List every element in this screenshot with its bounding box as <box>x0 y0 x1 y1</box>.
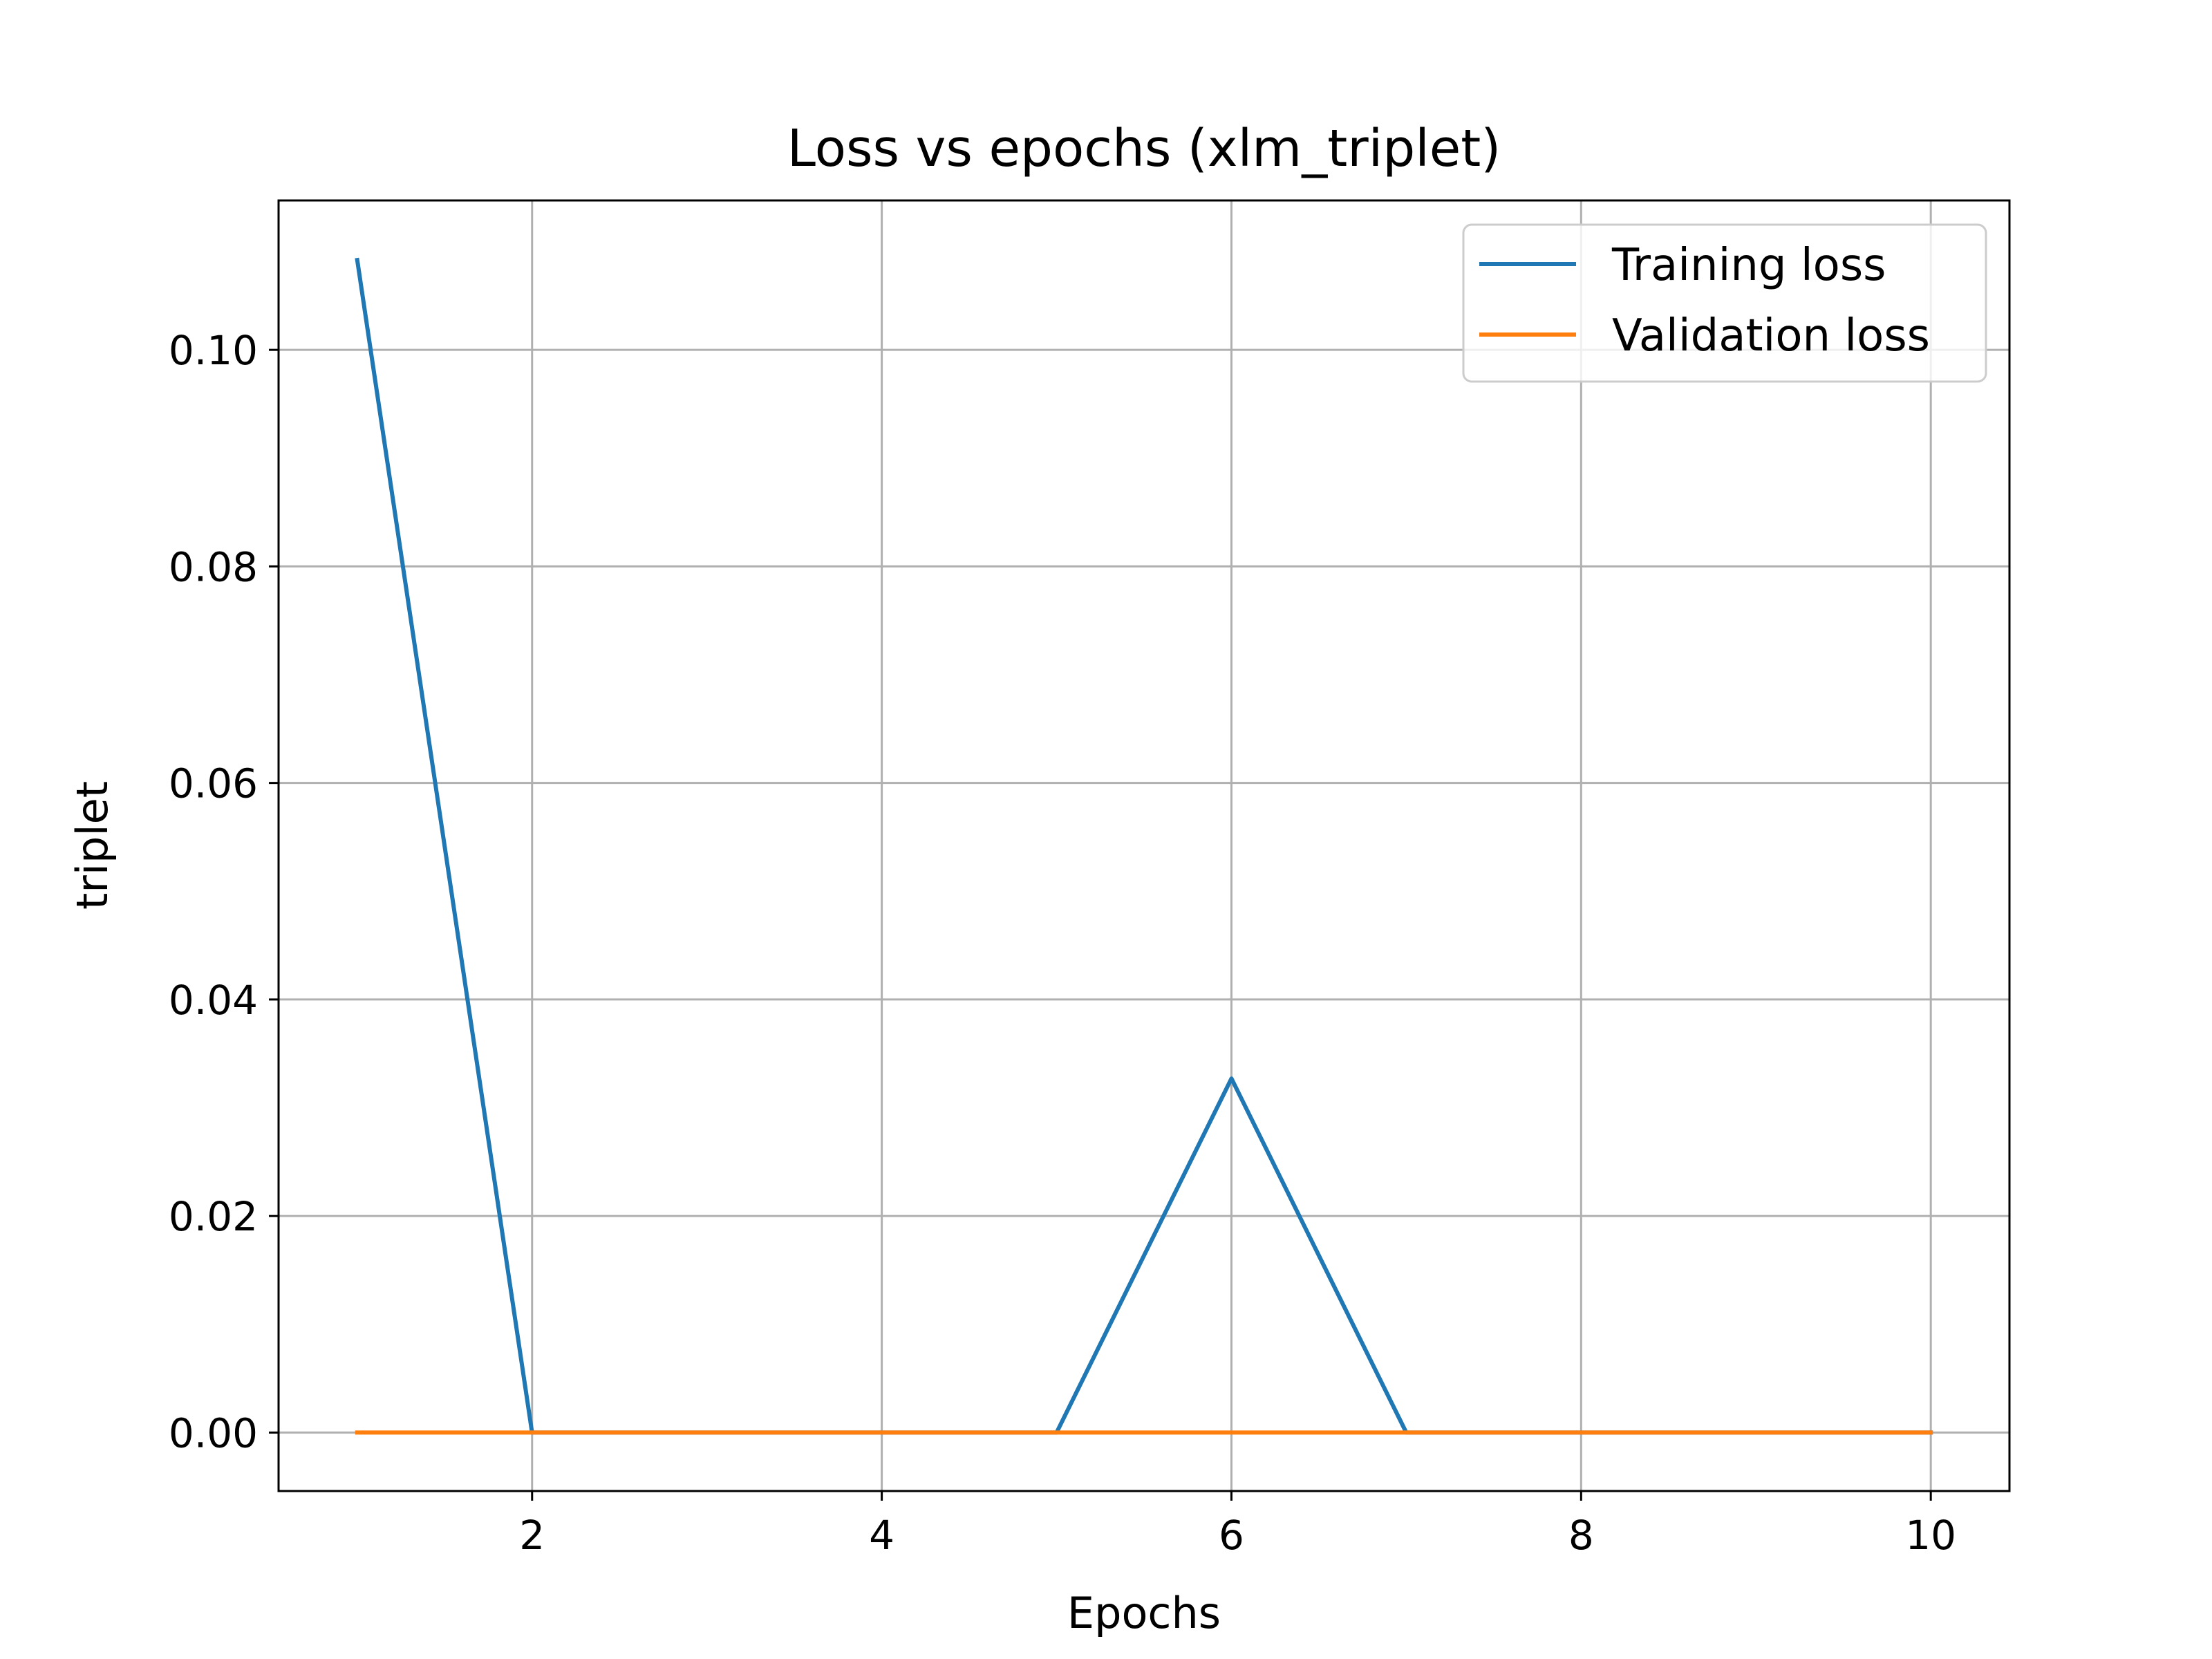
y-tick-label: 0.00 <box>169 1409 258 1456</box>
y-tick-label: 0.10 <box>169 327 258 374</box>
x-tick-label: 8 <box>1568 1512 1594 1559</box>
series-layer <box>355 257 1933 1435</box>
x-tick-label: 10 <box>1905 1512 1956 1559</box>
plot-area <box>279 200 2009 1491</box>
axis-ticks: 2 4 6 8 10 0.00 0.02 0.04 0.06 0.08 0.10 <box>169 327 1956 1559</box>
x-axis-label: Epochs <box>1067 1588 1221 1638</box>
x-tick-label: 4 <box>869 1512 894 1559</box>
x-tick-label: 2 <box>519 1512 545 1559</box>
chart-title: Loss vs epochs (xlm_triplet) <box>787 119 1501 178</box>
y-tick-label: 0.04 <box>169 977 258 1024</box>
y-axis-label: triplet <box>67 781 118 910</box>
plot-frame <box>277 199 2011 1492</box>
legend-label: Validation loss <box>1612 310 1930 362</box>
y-tick-label: 0.02 <box>169 1193 258 1240</box>
y-tick-label: 0.08 <box>169 543 258 590</box>
y-tick-label: 0.06 <box>169 760 258 807</box>
legend-label: Training loss <box>1611 240 1886 291</box>
x-tick-label: 6 <box>1219 1512 1244 1559</box>
legend-box <box>1462 223 1987 383</box>
legend: Training loss Validation loss <box>1462 223 1987 383</box>
